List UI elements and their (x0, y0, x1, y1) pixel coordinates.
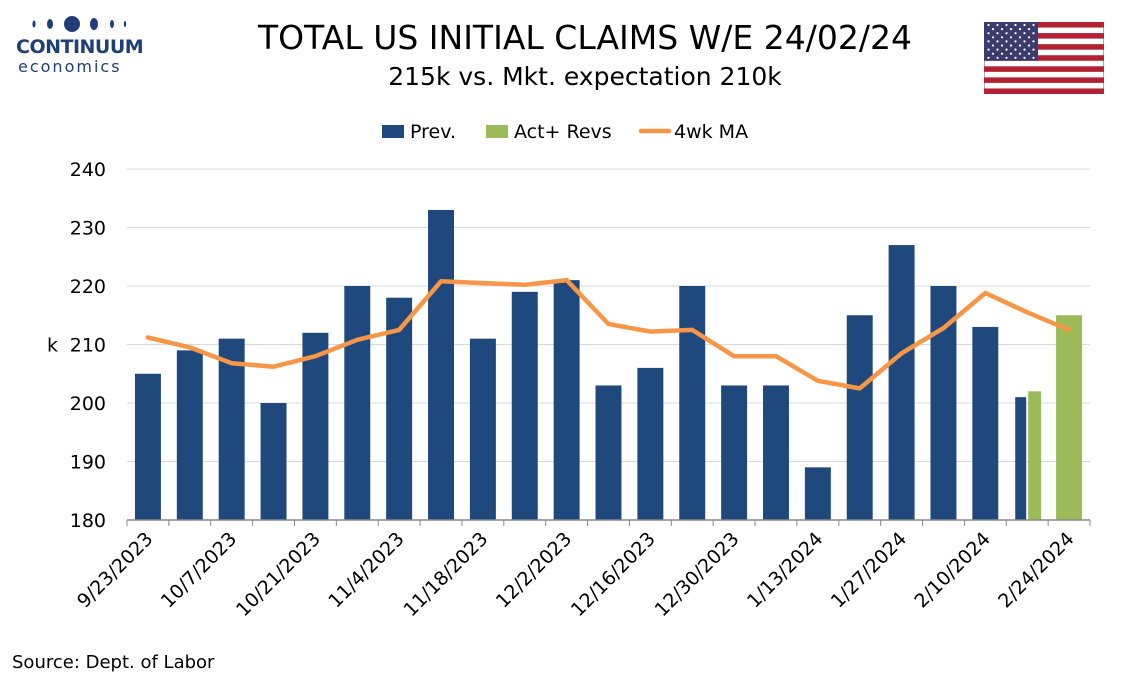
page-title: TOTAL US INITIAL CLAIMS W/E 24/02/24 (258, 18, 912, 57)
bar-act-revs (1056, 315, 1083, 520)
source-note: Source: Dept. of Labor (12, 652, 215, 673)
logo-tagline: economics (18, 57, 122, 76)
y-tick-label: 210 (70, 335, 106, 357)
legend-act-revs-swatch (486, 125, 508, 138)
bar-prev (846, 315, 873, 520)
bar-prev (637, 367, 664, 520)
legend-prev-label: Prev. (410, 121, 456, 143)
x-tick-label: 12/16/2023 (567, 528, 660, 621)
bar-prev (511, 291, 538, 520)
ma-line (145, 277, 1072, 391)
legend-act-revs-label: Act+ Revs (514, 121, 612, 143)
y-tick-label: 230 (70, 218, 106, 240)
bar-prev (428, 209, 455, 520)
bar-prev (721, 385, 748, 520)
bar-prev (972, 326, 999, 520)
us-flag-icon (984, 22, 1104, 94)
y-tick-label: 200 (70, 393, 106, 415)
bar-prev (888, 245, 915, 521)
bar-prev (679, 286, 706, 520)
x-tick-label: 11/4/2023 (324, 528, 408, 612)
bar-prev (469, 338, 496, 520)
bar-act-revs (1028, 391, 1042, 520)
bars (134, 209, 1083, 521)
x-tick-label: 12/2/2023 (492, 528, 576, 612)
page-subtitle: 215k vs. Mkt. expectation 210k (388, 62, 782, 91)
bar-prev (595, 385, 622, 520)
y-tick-label: 220 (70, 276, 106, 298)
bar-prev (762, 385, 789, 520)
bar-prev (386, 297, 413, 520)
y-axis-label: k (47, 335, 58, 357)
bar-prev (344, 286, 371, 520)
y-tick-label: 190 (70, 452, 106, 474)
x-tick-label: 2/10/2024 (910, 528, 994, 612)
bar-prev (176, 350, 203, 520)
bar-prev (930, 286, 957, 520)
x-tick-label: 9/23/2023 (73, 528, 157, 612)
bar-prev (302, 332, 329, 520)
bar-prev (804, 467, 831, 520)
bar-prev (134, 373, 161, 520)
legend-4wk-ma-label: 4wk MA (674, 121, 748, 143)
x-tick-label: 12/30/2023 (651, 528, 744, 621)
x-tick-label: 2/24/2024 (994, 528, 1078, 612)
ma-line-layer (145, 277, 1072, 391)
x-tick-label: 10/21/2023 (232, 528, 325, 621)
y-tick-label: 180 (70, 510, 106, 532)
bar-prev (553, 280, 580, 520)
x-tick-label: 11/18/2023 (399, 528, 492, 621)
y-tick-label: 240 (70, 159, 106, 181)
logo-dots-icon (32, 16, 127, 32)
legend: Prev. Act+ Revs 4wk MA (382, 121, 748, 143)
bar-prev (218, 338, 245, 520)
x-tick-label: 1/27/2024 (827, 528, 911, 612)
x-tick-label: 10/7/2023 (157, 528, 241, 612)
bar-prev (260, 403, 287, 520)
logo-wordmark: CONTINUUM (16, 36, 144, 58)
continuum-logo: CONTINUUM economics (10, 14, 144, 76)
bar-prev (1015, 397, 1027, 520)
x-tick-label: 1/13/2024 (743, 528, 827, 612)
legend-prev-swatch (382, 125, 404, 138)
